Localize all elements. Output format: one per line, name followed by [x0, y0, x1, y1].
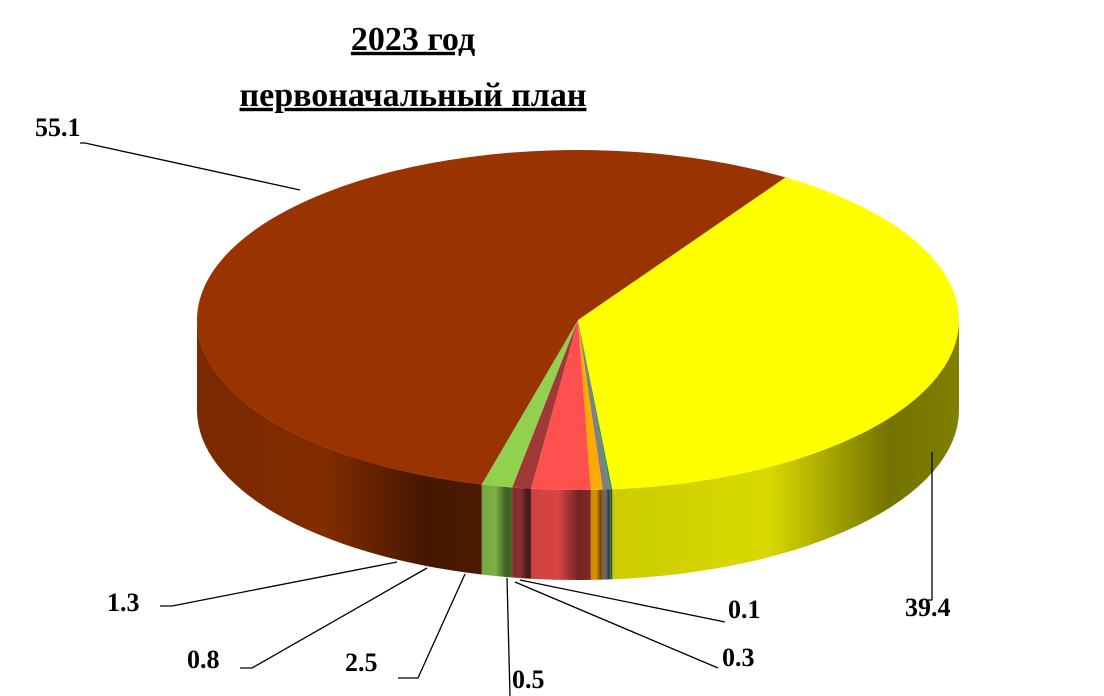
data-label: 0.5 [512, 665, 545, 694]
slice [578, 320, 603, 490]
slice [531, 320, 591, 491]
slice-side-shade [609, 489, 613, 580]
slice [512, 320, 578, 489]
slice-side-shade [512, 487, 532, 579]
slice-side-shade [531, 488, 591, 580]
slice-side-shade [481, 484, 513, 578]
slice-side-shade [590, 489, 603, 580]
leader-line [240, 567, 428, 669]
data-label: 0.1 [728, 595, 761, 624]
slice [578, 320, 613, 490]
leader-line [514, 581, 719, 669]
slice-side-shade [197, 320, 482, 575]
chart-subtitle: первоначальный план [240, 77, 587, 114]
slice [578, 177, 959, 490]
leader-line [160, 561, 398, 607]
chart-title: 2023 год [351, 21, 475, 58]
data-label: 39.4 [905, 593, 951, 622]
data-label: 2.5 [345, 648, 378, 677]
slice [481, 320, 578, 488]
data-label: 55.1 [35, 113, 81, 142]
data-label: 1.3 [107, 588, 140, 617]
leader-line [398, 573, 466, 679]
leader-line [519, 579, 726, 623]
leader-line [80, 142, 301, 191]
data-label: 0.3 [722, 643, 755, 672]
slice [578, 320, 610, 490]
data-label: 0.8 [187, 645, 220, 674]
leader-line [506, 577, 511, 696]
leader-line [928, 452, 933, 601]
slice-side-shade [602, 489, 610, 580]
slice-side-shade [612, 320, 959, 580]
slice [196, 149, 786, 485]
